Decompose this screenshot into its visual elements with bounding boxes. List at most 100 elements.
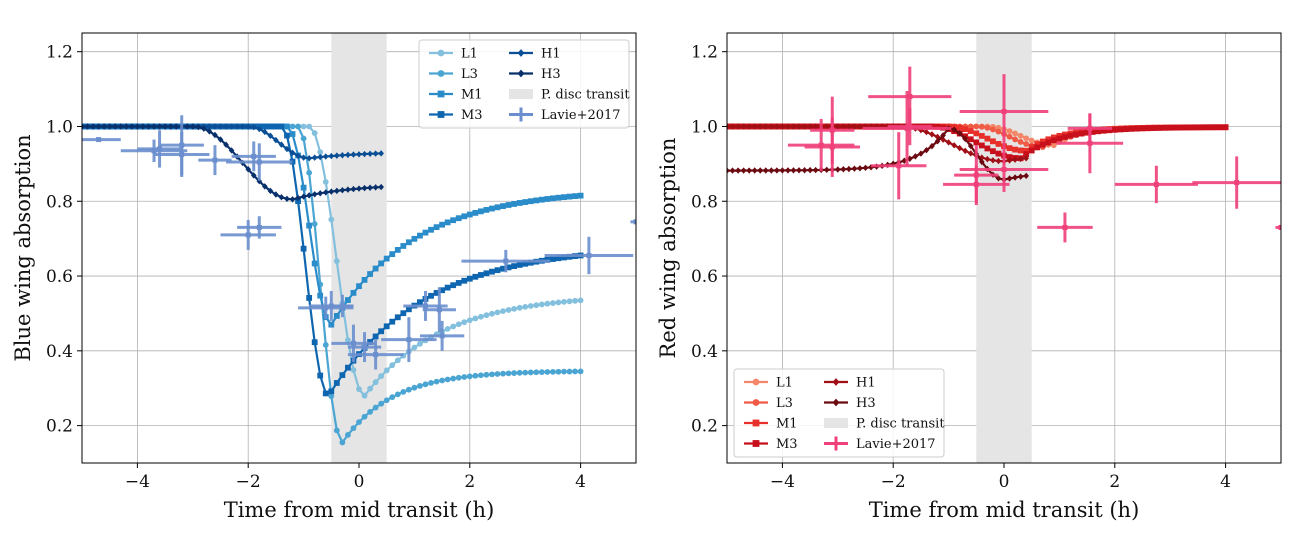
y-tick-label: 0.4: [691, 342, 718, 362]
data-point: [774, 167, 780, 174]
data-point: [422, 229, 429, 236]
observation-marker: [323, 305, 329, 311]
data-point: [317, 149, 324, 156]
data-point: [367, 408, 373, 415]
legend-entry: P. disc transit: [824, 417, 945, 432]
y-tick-label: 1.2: [46, 43, 73, 63]
data-point: [1139, 125, 1146, 132]
data-point: [212, 123, 218, 130]
data-point: [333, 427, 340, 434]
data-point: [572, 297, 578, 304]
data-point: [1034, 144, 1041, 151]
data-point: [1023, 155, 1029, 162]
data-point: [768, 167, 775, 174]
observation-marker: [1001, 109, 1007, 115]
x-tick-label: −4: [770, 472, 795, 492]
legend-swatch-marker: [517, 69, 525, 78]
data-point: [489, 310, 495, 317]
data-point: [284, 195, 290, 203]
data-point: [483, 371, 490, 378]
legend-label: M3: [461, 108, 483, 123]
observation-marker: [151, 148, 157, 154]
data-point: [967, 150, 974, 157]
observation-point: [403, 291, 448, 321]
observation-marker: [251, 153, 257, 159]
data-point: [751, 123, 758, 130]
data-point: [1006, 175, 1013, 182]
legend-entry: L3: [744, 396, 793, 411]
data-point: [785, 167, 791, 174]
data-point: [978, 133, 985, 139]
legend-swatch-marker: [517, 49, 525, 57]
observation-marker: [422, 303, 428, 309]
data-point: [278, 193, 285, 201]
legend-label: H1: [856, 376, 876, 391]
observation-point: [810, 96, 855, 164]
data-point: [973, 139, 980, 146]
data-point: [544, 196, 551, 202]
data-point: [1167, 124, 1174, 131]
data-point: [328, 188, 335, 195]
legend-entry: M3: [429, 108, 483, 123]
data-point: [990, 138, 996, 145]
y-tick-label: 1.2: [691, 43, 718, 63]
data-point: [500, 203, 506, 209]
disc-transit-region: [331, 33, 387, 463]
data-point: [984, 155, 991, 163]
data-point: [450, 282, 457, 289]
data-point: [746, 167, 752, 174]
data-point: [455, 374, 462, 381]
data-point: [979, 158, 985, 166]
data-point: [483, 206, 490, 213]
data-point: [345, 432, 351, 438]
data-point: [483, 312, 490, 319]
legend-label: H1: [541, 47, 561, 62]
observation-marker: [586, 252, 592, 258]
data-point: [405, 239, 412, 246]
data-point: [577, 368, 584, 375]
legend-entry: H3: [509, 67, 561, 82]
data-point: [990, 148, 996, 155]
data-point: [538, 301, 545, 308]
data-point: [267, 187, 274, 195]
observation-point: [237, 216, 282, 239]
data-point: [990, 126, 996, 133]
data-point: [378, 373, 385, 379]
data-point: [990, 157, 996, 164]
data-point: [201, 125, 207, 132]
data-point: [217, 136, 224, 143]
data-point: [796, 167, 802, 174]
observation-point: [871, 132, 927, 200]
data-point: [1134, 125, 1140, 132]
data-point: [295, 123, 301, 130]
data-point: [400, 310, 407, 317]
data-point: [106, 123, 113, 130]
data-point: [356, 185, 362, 192]
observations-lavie2017: [82, 115, 636, 370]
data-point: [300, 245, 307, 252]
observation-point: [422, 287, 456, 333]
data-point: [550, 195, 556, 202]
observation-marker: [179, 152, 185, 158]
data-point: [339, 439, 346, 446]
observation-point: [120, 139, 188, 162]
data-point: [356, 419, 362, 426]
observation-point: [137, 130, 182, 168]
data-point: [489, 268, 495, 275]
data-point: [350, 289, 357, 296]
y-tick-label: 0.2: [691, 417, 718, 437]
data-point: [262, 183, 268, 190]
data-point: [1012, 156, 1018, 163]
data-point: [422, 381, 429, 388]
data-point: [995, 175, 1002, 182]
data-point: [311, 130, 318, 136]
observation-marker: [439, 333, 445, 339]
y-tick-label: 0.6: [46, 267, 73, 287]
data-point: [1128, 125, 1135, 132]
observation-point: [887, 107, 932, 146]
data-point: [762, 167, 769, 174]
data-point: [234, 123, 240, 130]
data-point: [995, 128, 1002, 135]
data-point: [345, 297, 351, 303]
data-point: [494, 371, 501, 377]
